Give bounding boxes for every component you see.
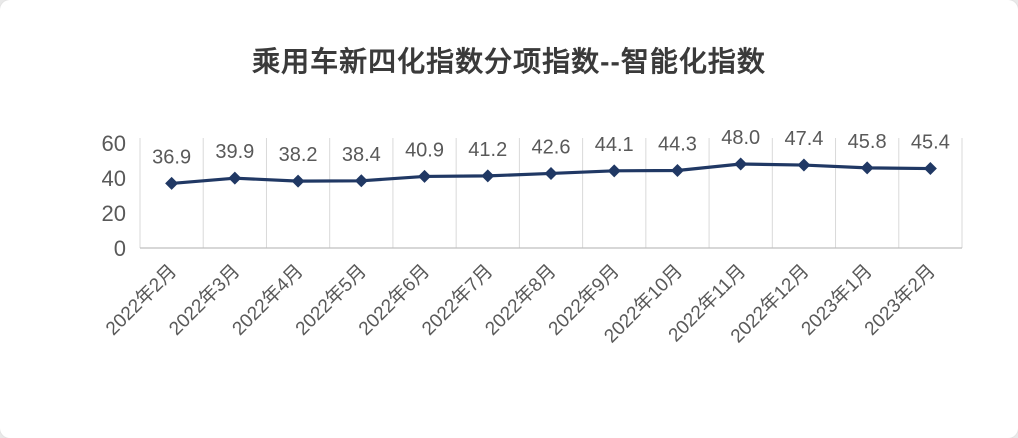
data-point-marker bbox=[228, 171, 242, 185]
data-label: 45.8 bbox=[848, 131, 887, 153]
data-point-marker bbox=[481, 169, 495, 183]
data-point-marker bbox=[544, 166, 558, 180]
y-axis-tick-label: 0 bbox=[114, 236, 126, 261]
data-label: 44.3 bbox=[658, 133, 697, 155]
data-label: 42.6 bbox=[532, 136, 571, 158]
data-label: 48.0 bbox=[721, 127, 760, 149]
data-point-marker bbox=[354, 174, 368, 188]
data-label: 45.4 bbox=[911, 132, 950, 154]
data-point-marker bbox=[607, 164, 621, 178]
data-point-marker bbox=[734, 157, 748, 171]
y-axis-tick-label: 20 bbox=[102, 201, 126, 226]
y-axis-tick-label: 40 bbox=[102, 166, 126, 191]
data-point-marker bbox=[670, 163, 684, 177]
data-label: 44.1 bbox=[595, 134, 634, 156]
y-axis-tick-label: 60 bbox=[102, 131, 126, 156]
chart-title: 乘用车新四化指数分项指数--智能化指数 bbox=[252, 46, 766, 77]
data-label: 38.2 bbox=[279, 144, 318, 166]
data-label: 39.9 bbox=[215, 141, 254, 163]
data-label: 47.4 bbox=[784, 128, 823, 150]
data-point-marker bbox=[418, 169, 432, 183]
data-label: 36.9 bbox=[152, 146, 191, 168]
data-point-marker bbox=[291, 174, 305, 188]
data-point-marker bbox=[923, 162, 937, 176]
data-point-marker bbox=[165, 176, 179, 190]
data-label: 38.4 bbox=[342, 144, 381, 166]
data-point-marker bbox=[860, 161, 874, 175]
data-label: 40.9 bbox=[405, 139, 444, 161]
data-point-marker bbox=[797, 158, 811, 172]
data-label: 41.2 bbox=[468, 139, 507, 161]
